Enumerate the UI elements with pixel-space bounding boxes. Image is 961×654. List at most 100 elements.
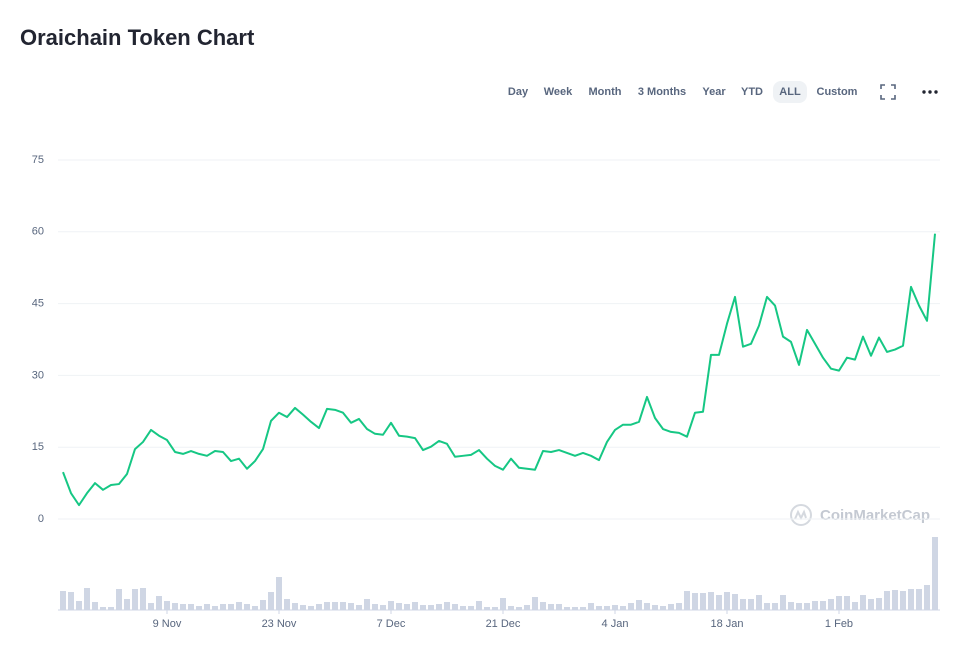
volume-bar — [420, 605, 426, 610]
volume-bar — [188, 604, 194, 610]
volume-bar — [252, 606, 258, 610]
volume-bar — [204, 604, 210, 610]
volume-bar — [524, 605, 530, 610]
volume-bar — [404, 604, 410, 610]
range-button-label[interactable]: YTD — [741, 86, 763, 98]
watermark-logo — [790, 504, 812, 526]
chart-title: Oraichain Token Chart — [20, 25, 255, 50]
more-icon[interactable] — [922, 90, 938, 94]
volume-bar — [428, 605, 434, 610]
volume-bar — [276, 577, 282, 610]
volume-bar — [860, 595, 866, 610]
range-button-label[interactable]: ALL — [779, 86, 801, 98]
volume-bar — [284, 599, 290, 610]
volume-bar — [548, 604, 554, 610]
x-tick-label: 23 Nov — [262, 618, 297, 630]
volume-bar — [636, 600, 642, 610]
volume-bar — [580, 607, 586, 610]
dot[interactable] — [928, 90, 932, 94]
volume-bar — [788, 602, 794, 610]
range-button[interactable]: YTD — [741, 86, 763, 98]
volume-bar — [468, 606, 474, 610]
range-button-label[interactable]: Day — [508, 86, 529, 98]
volume-bar — [132, 589, 138, 610]
volume-bar — [228, 604, 234, 610]
volume-bar — [772, 603, 778, 610]
range-button-label[interactable]: 3 Months — [638, 86, 686, 98]
range-button[interactable]: Week — [544, 86, 573, 98]
volume-bar — [684, 591, 690, 610]
dot[interactable] — [922, 90, 926, 94]
volume-bar — [436, 604, 442, 610]
volume-bar — [916, 589, 922, 610]
range-button[interactable]: ALL — [773, 81, 807, 103]
volume-bar — [412, 602, 418, 610]
volume-bar — [236, 602, 242, 610]
volume-bar — [556, 604, 562, 610]
volume-bar — [60, 591, 66, 610]
range-button-label[interactable]: Month — [589, 86, 622, 98]
volume-bar — [308, 606, 314, 610]
volume-bar — [452, 604, 458, 610]
volume-bar — [460, 606, 466, 610]
volume-bar — [692, 593, 698, 610]
volume-bar — [388, 601, 394, 610]
volume-bar — [700, 593, 706, 610]
volume-bar — [660, 606, 666, 610]
volume-bar — [804, 603, 810, 610]
x-tick-label: 4 Jan — [602, 618, 629, 630]
volume-bar — [76, 601, 82, 610]
dot[interactable] — [934, 90, 938, 94]
volume-bar — [796, 603, 802, 610]
volume-bar — [180, 604, 186, 610]
volume-bar — [644, 603, 650, 610]
range-button-label[interactable]: Year — [702, 86, 726, 98]
volume-bar — [124, 599, 130, 610]
volume-bar — [172, 603, 178, 610]
range-button[interactable]: Year — [702, 86, 726, 98]
range-button-bg[interactable] — [773, 81, 807, 103]
volume-bar — [316, 604, 322, 610]
fullscreen-glyph[interactable] — [880, 84, 896, 100]
range-button[interactable]: Month — [589, 86, 622, 98]
volume-bar — [572, 607, 578, 610]
volume-bar — [532, 597, 538, 610]
volume-bar — [612, 605, 618, 610]
volume-bar — [676, 603, 682, 610]
volume-bar — [220, 604, 226, 610]
volume-bar — [708, 592, 714, 610]
volume-bar — [724, 592, 730, 610]
volume-bar — [740, 599, 746, 610]
volume-bar — [884, 591, 890, 610]
volume-bar — [92, 602, 98, 610]
volume-bar — [484, 607, 490, 610]
volume-bar — [812, 601, 818, 610]
fullscreen-icon[interactable] — [880, 84, 896, 100]
volume-bar — [300, 605, 306, 610]
x-tick-label: 18 Jan — [710, 618, 743, 630]
range-button-label[interactable]: Week — [544, 86, 573, 98]
y-tick-label: 60 — [32, 226, 44, 238]
volume-bar — [620, 606, 626, 610]
volume-bar — [444, 602, 450, 610]
volume-bar — [332, 602, 338, 610]
volume-bar — [148, 603, 154, 610]
watermark: CoinMarketCap — [820, 507, 930, 524]
volume-bar — [852, 602, 858, 610]
range-button[interactable]: Custom — [817, 86, 858, 98]
volume-bar — [116, 589, 122, 610]
volume-bar — [628, 603, 634, 610]
range-button[interactable]: 3 Months — [638, 86, 686, 98]
volume-bar — [500, 598, 506, 610]
y-tick-label: 30 — [32, 369, 44, 381]
volume-bar — [596, 606, 602, 610]
volume-bar — [260, 600, 266, 610]
volume-bar — [140, 588, 146, 610]
range-button[interactable]: Day — [508, 86, 529, 98]
volume-bar — [212, 606, 218, 610]
volume-bar — [380, 605, 386, 610]
range-button-label[interactable]: Custom — [817, 86, 858, 98]
volume-bar — [356, 605, 362, 610]
